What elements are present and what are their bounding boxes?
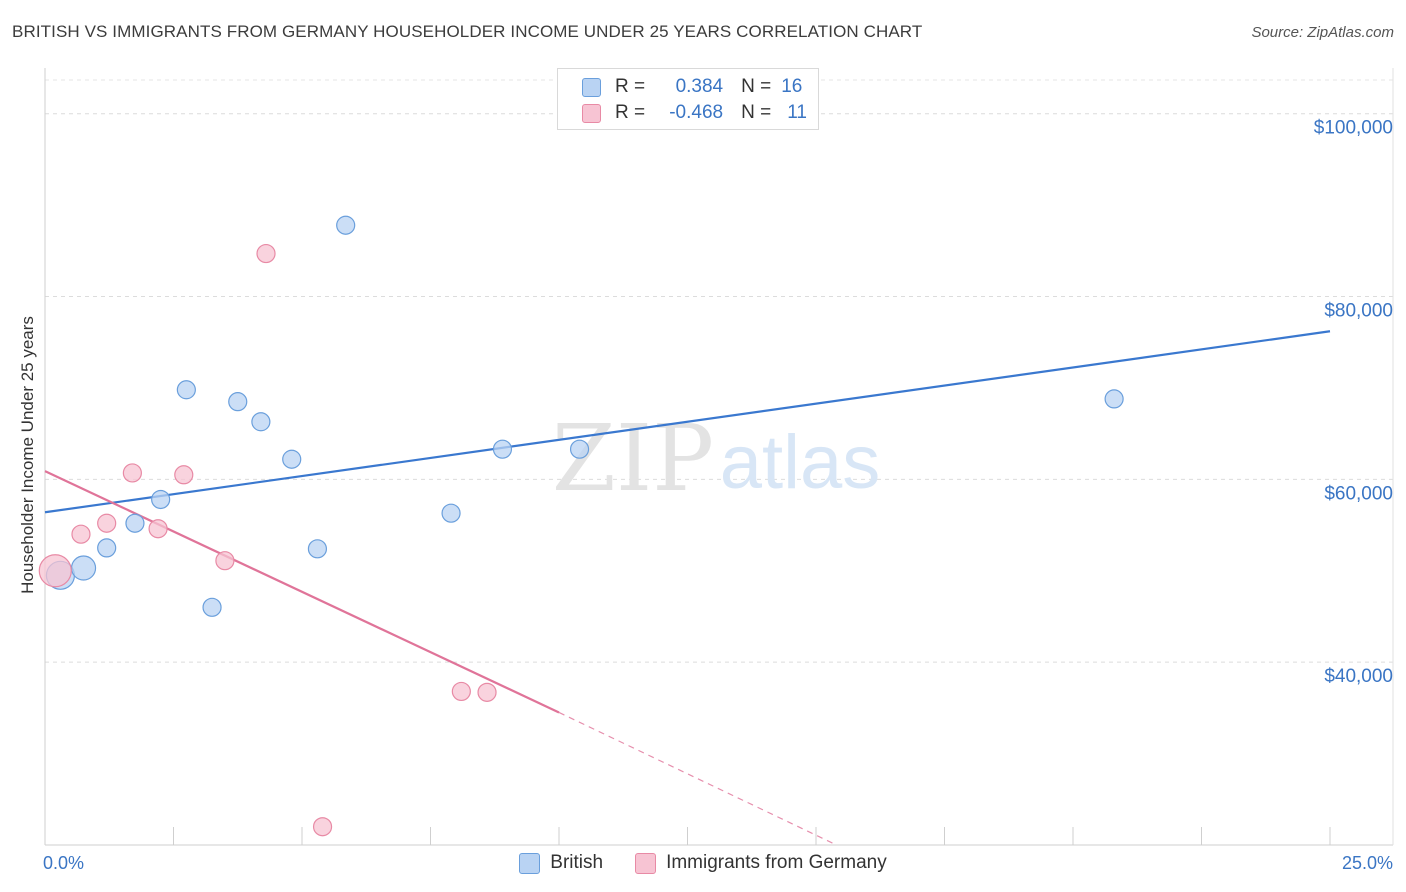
x-tick-label-max: 25.0% <box>1342 853 1393 873</box>
data-point-germany <box>256 243 276 264</box>
series-label-british: British <box>550 852 604 873</box>
tick-labels: $40,000 $60,000 $80,000 $100,000 0.0% 25.0% <box>43 118 1393 873</box>
axes <box>44 68 1394 846</box>
data-point-british <box>282 449 302 469</box>
series-legend-germany[interactable]: Immigrants from Germany <box>635 852 887 874</box>
series-label-germany: Immigrants from Germany <box>666 852 887 873</box>
legend-r-value: -0.468 <box>669 102 724 123</box>
data-point-british <box>569 439 590 459</box>
legend-n-value: 16 <box>781 76 803 97</box>
data-point-germany <box>215 551 235 571</box>
legend-r-value: 0.384 <box>675 76 724 97</box>
series-swatch-british <box>519 852 541 874</box>
watermark: ZIP atlas <box>552 405 880 512</box>
legend-r-label: R = <box>615 102 646 123</box>
data-point-british <box>1104 389 1124 409</box>
trend-line-0 <box>44 330 1331 514</box>
data-point-british <box>492 439 513 459</box>
data-point-british <box>228 392 248 412</box>
data-point-germany <box>97 513 117 533</box>
data-point-british <box>307 539 328 559</box>
data-point-british <box>151 489 171 510</box>
data-point-british <box>336 215 356 235</box>
trend-lines <box>44 330 1331 846</box>
x-tick-label-min: 0.0% <box>43 853 84 873</box>
source-credit: Source: ZipAtlas.com <box>1251 24 1394 41</box>
legend-row-germany: R = -0.468 N = 11 <box>582 100 807 126</box>
y-tick-label: $100,000 <box>1314 118 1393 139</box>
series-legend: British Immigrants from Germany <box>0 852 1406 874</box>
data-point-germany <box>477 682 497 702</box>
y-axis-title: Householder Income Under 25 years <box>18 316 37 594</box>
watermark-atlas: atlas <box>720 420 881 505</box>
legend-r-label: R = <box>615 76 646 97</box>
data-point-british <box>441 503 461 523</box>
correlation-legend: R = 0.384 N = 16 R = -0.468 N = 11 <box>557 68 819 130</box>
trend-line-extension-1 <box>558 711 837 846</box>
data-point-british <box>176 380 196 400</box>
data-point-british <box>125 513 145 533</box>
legend-n-label: N = <box>741 76 772 97</box>
data-point-germany <box>312 817 333 837</box>
legend-swatch-germany <box>582 103 601 123</box>
data-points <box>38 215 1124 837</box>
y-tick-label: $80,000 <box>1324 301 1393 322</box>
data-point-british <box>70 555 97 581</box>
trend-line-1 <box>44 470 560 714</box>
series-legend-british[interactable]: British <box>519 852 603 874</box>
data-point-germany <box>71 524 91 544</box>
y-tick-label: $40,000 <box>1324 666 1393 687</box>
grid-lines <box>45 79 1393 663</box>
data-point-germany <box>174 465 194 485</box>
legend-n-label: N = <box>741 102 772 123</box>
data-point-british <box>251 412 271 432</box>
y-tick-label: $60,000 <box>1324 483 1393 504</box>
data-point-germany <box>122 463 142 483</box>
data-point-british <box>97 538 117 558</box>
data-point-british <box>202 597 222 617</box>
legend-row-british: R = 0.384 N = 16 <box>582 74 802 100</box>
data-point-germany <box>148 519 168 539</box>
data-point-germany <box>451 681 471 702</box>
series-swatch-germany <box>635 852 657 874</box>
data-point-germany <box>38 554 72 588</box>
legend-n-value: 11 <box>787 102 807 123</box>
chart-title: BRITISH VS IMMIGRANTS FROM GERMANY HOUSE… <box>12 22 923 41</box>
legend-swatch-british <box>582 77 601 97</box>
